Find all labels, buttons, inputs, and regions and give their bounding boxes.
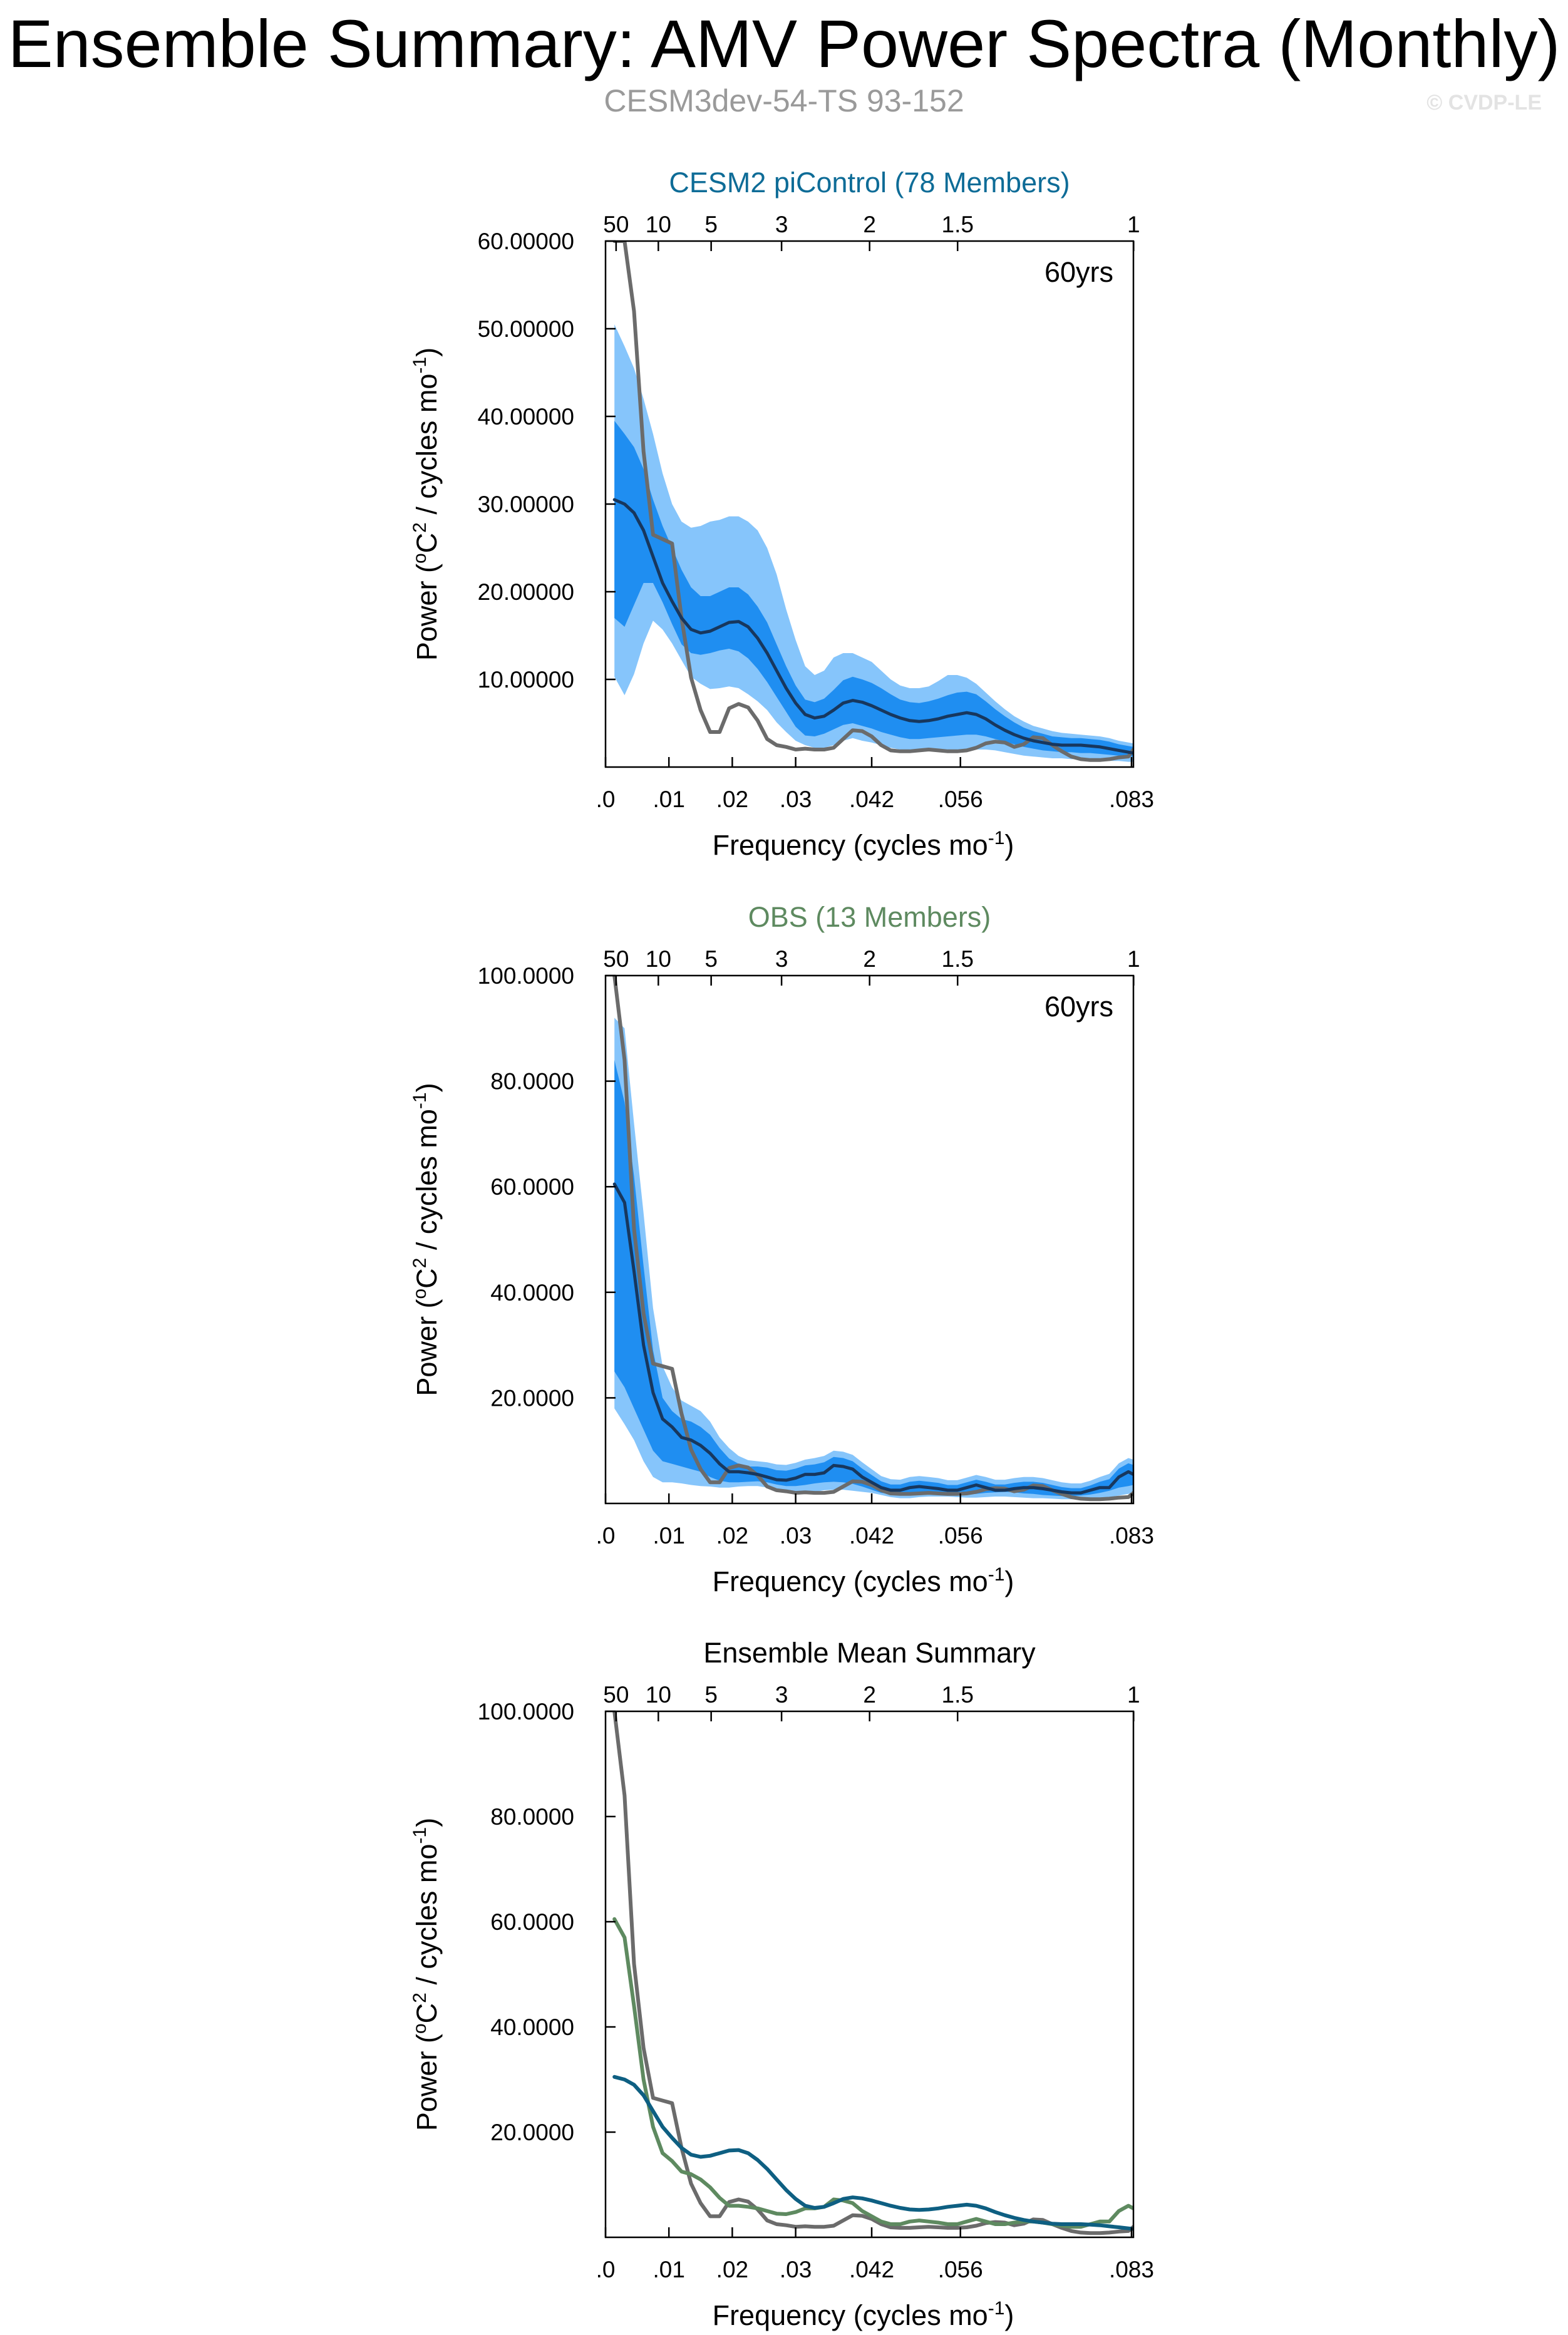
page-subtitle: CESM3dev-54-TS 93-152	[604, 83, 964, 118]
top-tick-label: 50	[603, 212, 629, 237]
top-tick-label: 1.5	[942, 946, 974, 972]
x-tick-label: .056	[938, 1523, 983, 1549]
plot-area	[612, 241, 1133, 762]
top-tick-label: 3	[775, 212, 788, 237]
x-tick-label: .01	[652, 1523, 684, 1549]
y-axis-label: Power (oC2 / cycles mo-1)	[410, 1818, 443, 2131]
top-tick-label: 5	[704, 946, 718, 972]
y-tick-label: 80.0000	[490, 1804, 574, 1830]
x-tick-label: .083	[1109, 2257, 1154, 2282]
top-tick-label: 50	[603, 946, 629, 972]
top-tick-label: 1	[1127, 946, 1140, 972]
y-tick-label: 60.0000	[490, 1909, 574, 1935]
ensemble-band-25-75	[614, 1059, 1133, 1497]
x-tick-label: .01	[652, 786, 684, 812]
top-tick-label: 3	[775, 1682, 788, 1708]
top-tick-label: 5	[704, 212, 718, 237]
x-tick-label: .056	[938, 786, 983, 812]
series-line-cesm-line	[612, 2075, 1133, 2231]
top-tick-label: 1	[1127, 212, 1140, 237]
x-tick-label: .03	[780, 2257, 812, 2282]
x-tick-label: .03	[780, 786, 812, 812]
y-tick-label: 40.0000	[490, 2014, 574, 2040]
x-axis-label: Frequency (cycles mo-1)	[713, 2298, 1014, 2331]
top-tick-label: 2	[863, 1682, 876, 1708]
page-title: Ensemble Summary: AMV Power Spectra (Mon…	[8, 6, 1560, 81]
copyright-label: © CVDP-LE	[1426, 91, 1542, 115]
y-tick-label: 20.0000	[490, 2120, 574, 2145]
chart-annotation: 60yrs	[1044, 256, 1113, 288]
y-tick-label: 40.0000	[490, 1280, 574, 1306]
y-tick-label: 30.00000	[478, 492, 574, 517]
chart-panel-3: .0 .01 .02 .03 .042 .056 .083 50 10 5 3 2 1.5 1 20.000…	[410, 1637, 1154, 2331]
y-tick-label: 50.00000	[478, 316, 574, 342]
y-tick-label: 60.0000	[490, 1174, 574, 1200]
top-tick-label: 1.5	[942, 212, 974, 237]
top-tick-label: 2	[863, 946, 876, 972]
chart-panel-1: .0 .01 .02 .03 .042 .056 .083 50 10 5 3 2 1.5 1 10.000…	[410, 167, 1154, 861]
y-tick-label: 20.0000	[490, 1385, 574, 1411]
top-tick-label: 10	[646, 212, 671, 237]
top-tick-label: 3	[775, 946, 788, 972]
top-tick-label: 1.5	[942, 1682, 974, 1708]
chart-title: OBS (13 Members)	[748, 901, 991, 933]
x-tick-label: .042	[849, 2257, 894, 2282]
top-tick-label: 1	[1127, 1682, 1140, 1708]
top-tick-label: 2	[863, 212, 876, 237]
top-tick-label: 10	[646, 1682, 671, 1708]
y-tick-label: 100.0000	[478, 963, 574, 989]
x-tick-label: .02	[716, 2257, 748, 2282]
y-axis-label: Power (oC2 / cycles mo-1)	[410, 348, 443, 661]
top-tick-label: 5	[704, 1682, 718, 1708]
x-axis-label: Frequency (cycles mo-1)	[713, 828, 1014, 861]
y-tick-label: 60.00000	[478, 229, 574, 254]
chart-title: Ensemble Mean Summary	[703, 1637, 1036, 1669]
top-tick-label: 10	[646, 946, 671, 972]
series-line-obs-line	[612, 1917, 1133, 2229]
x-tick-label: .01	[652, 2257, 684, 2282]
chart-annotation: 60yrs	[1044, 991, 1113, 1023]
plot-area	[612, 1711, 1133, 2235]
x-axis-label: Frequency (cycles mo-1)	[713, 1564, 1014, 1597]
x-tick-label: .083	[1109, 786, 1154, 812]
y-tick-label: 20.00000	[478, 579, 574, 605]
plot-area	[612, 976, 1133, 1502]
series-line-mean-line	[612, 1182, 1133, 1495]
chart-title: CESM2 piControl (78 Members)	[669, 167, 1070, 198]
chart-panel-2: .0 .01 .02 .03 .042 .056 .083 50 10 5 3 2 1.5 1 20.000…	[410, 901, 1154, 1597]
top-tick-label: 50	[603, 1682, 629, 1708]
y-axis-label: Power (oC2 / cycles mo-1)	[410, 1083, 443, 1396]
series-line-mean-line	[612, 498, 1133, 755]
x-tick-label: .0	[596, 2257, 616, 2282]
y-tick-label: 40.00000	[478, 404, 574, 430]
y-tick-label: 80.0000	[490, 1069, 574, 1095]
x-tick-label: .0	[596, 786, 616, 812]
x-tick-label: .083	[1109, 1523, 1154, 1549]
x-tick-label: .02	[716, 1523, 748, 1549]
y-tick-label: 10.00000	[478, 667, 574, 693]
y-tick-label: 100.0000	[478, 1699, 574, 1724]
x-tick-label: .056	[938, 2257, 983, 2282]
x-tick-label: .042	[849, 1523, 894, 1549]
x-tick-label: .042	[849, 786, 894, 812]
ensemble-band-25-75	[614, 421, 1133, 757]
x-tick-label: .03	[780, 1523, 812, 1549]
x-tick-label: .02	[716, 786, 748, 812]
x-tick-label: .0	[596, 1523, 616, 1549]
